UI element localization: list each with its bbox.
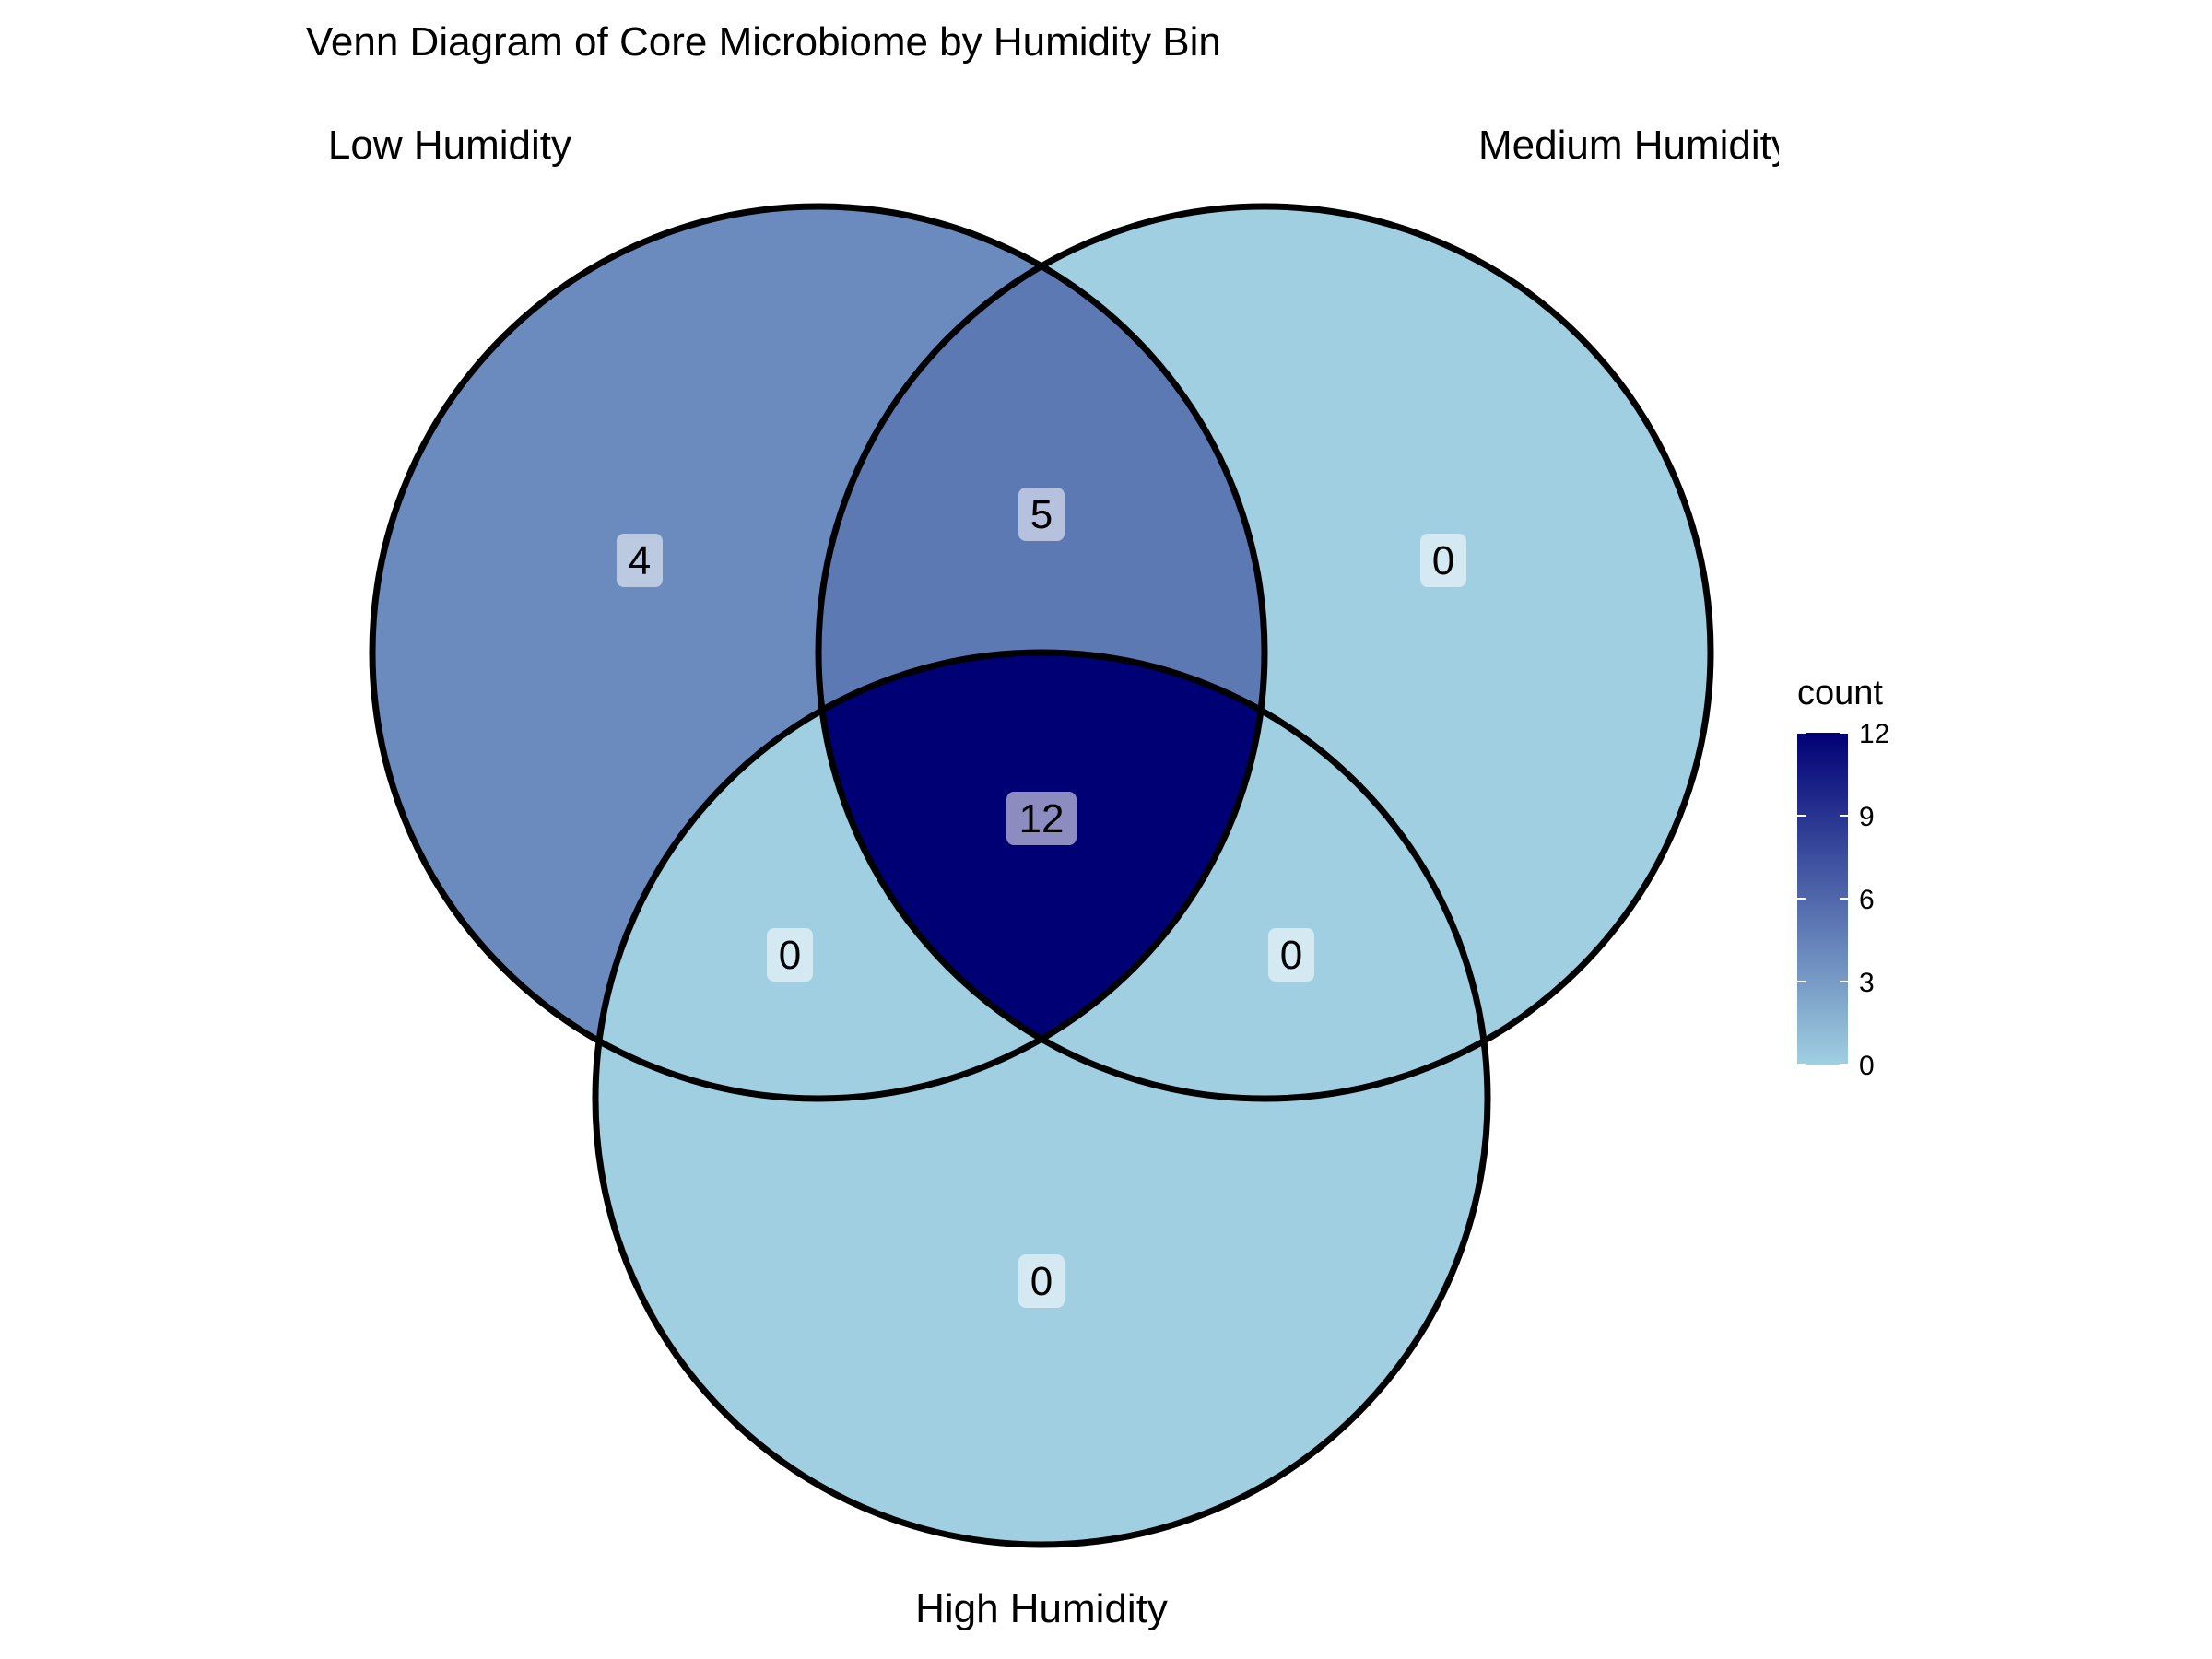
region-count-medium-high: 0 [1268,928,1314,982]
region-count-low-medium: 5 [1018,488,1065,541]
venn-circle-outlines [369,203,1714,1548]
set-label-medium: Medium Humidity [1478,123,1792,168]
legend-tick: 3 [1797,968,1875,998]
svg-text:4: 4 [629,538,651,583]
svg-text:0: 0 [1280,933,1302,978]
region-count-medium-only: 0 [1420,534,1466,587]
svg-text:12: 12 [1019,796,1065,841]
svg-text:12: 12 [1859,719,1889,749]
legend-title: count [1797,674,1883,712]
region-count-low-high: 0 [767,928,813,982]
legend-tick: 6 [1797,885,1875,915]
venn-set-labels: Low Humidity Medium Humidity High Humidity [328,123,1792,1631]
circle-outline-low [369,203,1268,1102]
set-label-low: Low Humidity [328,123,571,168]
venn-region-counts: 4 0 0 5 0 0 12 [617,488,1466,1308]
svg-text:6: 6 [1859,885,1875,915]
legend-tick: 12 [1797,719,1889,749]
svg-text:3: 3 [1859,968,1875,998]
svg-text:0: 0 [1859,1051,1875,1081]
region-count-all-three: 12 [1006,792,1077,845]
svg-text:5: 5 [1030,492,1053,537]
circle-outline-medium [815,203,1714,1102]
region-count-high-only: 0 [1018,1254,1065,1308]
svg-text:0: 0 [779,933,801,978]
count-legend: count 0 3 6 9 12 [1797,674,1889,1081]
legend-tick: 9 [1797,802,1875,832]
region-count-low-only: 4 [617,534,663,587]
legend-tick: 0 [1797,1051,1875,1081]
diagram-title: Venn Diagram of Core Microbiome by Humid… [306,19,1221,65]
set-label-high: High Humidity [915,1586,1168,1631]
svg-text:0: 0 [1432,538,1454,583]
svg-text:9: 9 [1859,802,1875,832]
circle-outline-high [592,649,1491,1548]
legend-colorbar [1797,733,1848,1065]
legend-ticks: 0 3 6 9 12 [1797,719,1889,1081]
svg-text:0: 0 [1030,1259,1053,1304]
